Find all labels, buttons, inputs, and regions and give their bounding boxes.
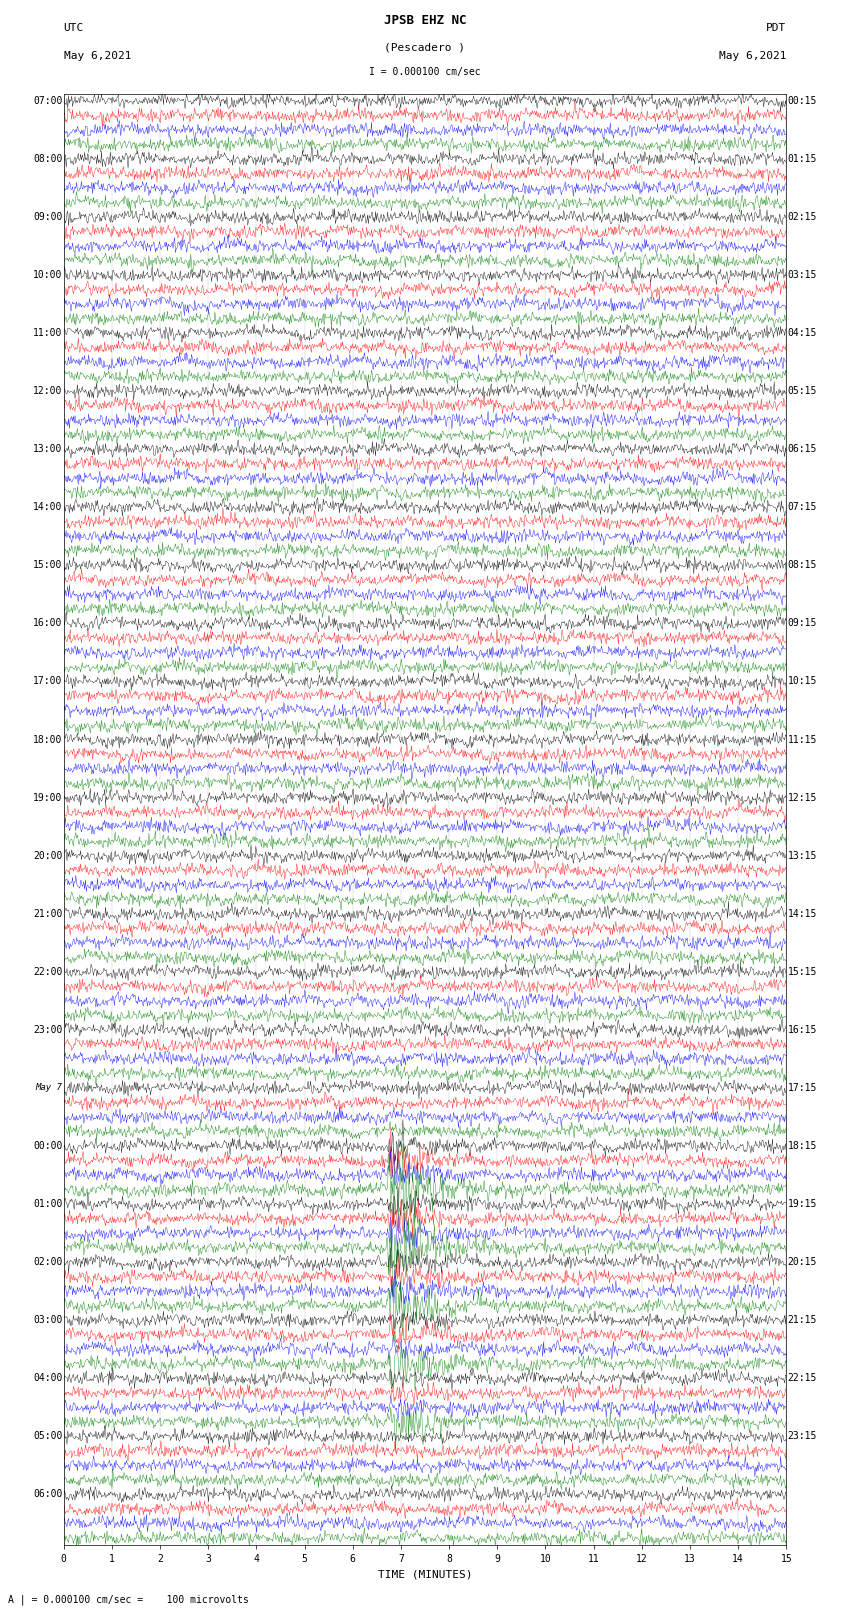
X-axis label: TIME (MINUTES): TIME (MINUTES) [377, 1569, 473, 1579]
Text: 10:15: 10:15 [788, 676, 817, 687]
Text: 23:00: 23:00 [33, 1024, 62, 1036]
Text: May 6,2021: May 6,2021 [719, 52, 786, 61]
Text: 18:00: 18:00 [33, 734, 62, 745]
Text: 03:00: 03:00 [33, 1315, 62, 1326]
Text: 03:15: 03:15 [788, 269, 817, 281]
Text: 22:00: 22:00 [33, 966, 62, 977]
Text: A | = 0.000100 cm/sec =    100 microvolts: A | = 0.000100 cm/sec = 100 microvolts [8, 1594, 249, 1605]
Text: 21:00: 21:00 [33, 908, 62, 919]
Text: 17:15: 17:15 [788, 1082, 817, 1094]
Text: 15:00: 15:00 [33, 560, 62, 571]
Text: 13:15: 13:15 [788, 850, 817, 861]
Text: 07:00: 07:00 [33, 95, 62, 106]
Text: 07:15: 07:15 [788, 502, 817, 513]
Text: UTC: UTC [64, 24, 84, 34]
Text: 04:00: 04:00 [33, 1373, 62, 1384]
Text: PDT: PDT [766, 24, 786, 34]
Text: I = 0.000100 cm/sec: I = 0.000100 cm/sec [369, 68, 481, 77]
Text: 13:00: 13:00 [33, 444, 62, 455]
Text: 01:00: 01:00 [33, 1198, 62, 1210]
Text: 11:15: 11:15 [788, 734, 817, 745]
Text: 20:00: 20:00 [33, 850, 62, 861]
Text: 19:15: 19:15 [788, 1198, 817, 1210]
Text: 08:00: 08:00 [33, 153, 62, 165]
Text: 23:15: 23:15 [788, 1431, 817, 1442]
Text: 11:00: 11:00 [33, 327, 62, 339]
Text: 18:15: 18:15 [788, 1140, 817, 1152]
Text: 06:15: 06:15 [788, 444, 817, 455]
Text: 14:15: 14:15 [788, 908, 817, 919]
Text: 16:00: 16:00 [33, 618, 62, 629]
Text: 00:00: 00:00 [33, 1140, 62, 1152]
Text: 10:00: 10:00 [33, 269, 62, 281]
Text: 22:15: 22:15 [788, 1373, 817, 1384]
Text: JPSB EHZ NC: JPSB EHZ NC [383, 15, 467, 27]
Text: 21:15: 21:15 [788, 1315, 817, 1326]
Text: 08:15: 08:15 [788, 560, 817, 571]
Text: 16:15: 16:15 [788, 1024, 817, 1036]
Text: 12:00: 12:00 [33, 386, 62, 397]
Text: 15:15: 15:15 [788, 966, 817, 977]
Text: 19:00: 19:00 [33, 792, 62, 803]
Text: (Pescadero ): (Pescadero ) [384, 42, 466, 52]
Text: 05:15: 05:15 [788, 386, 817, 397]
Text: May 6,2021: May 6,2021 [64, 52, 131, 61]
Text: 17:00: 17:00 [33, 676, 62, 687]
Text: 09:00: 09:00 [33, 211, 62, 223]
Text: 06:00: 06:00 [33, 1489, 62, 1500]
Text: 14:00: 14:00 [33, 502, 62, 513]
Text: 04:15: 04:15 [788, 327, 817, 339]
Text: 01:15: 01:15 [788, 153, 817, 165]
Text: 00:15: 00:15 [788, 95, 817, 106]
Text: 02:00: 02:00 [33, 1257, 62, 1268]
Text: 02:15: 02:15 [788, 211, 817, 223]
Text: May 7: May 7 [36, 1084, 62, 1092]
Text: 12:15: 12:15 [788, 792, 817, 803]
Text: 20:15: 20:15 [788, 1257, 817, 1268]
Text: 09:15: 09:15 [788, 618, 817, 629]
Text: 05:00: 05:00 [33, 1431, 62, 1442]
